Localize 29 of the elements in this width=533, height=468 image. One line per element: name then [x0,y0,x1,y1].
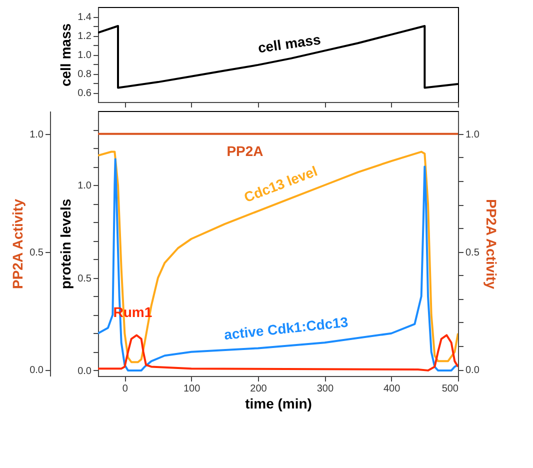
x-tick-label: 200 [250,384,268,394]
y3-tick-label: 0.5 [30,247,44,258]
y2-axis-title: PP2A Activity [483,199,500,290]
y-tick-label: 0.5 [78,273,92,284]
y-axis-title: protein levels [58,198,74,290]
y-tick-label: 0.0 [78,366,92,377]
y3-tick-label: 0.0 [30,365,44,376]
x-tick-label: 500 [442,384,459,394]
y-tick-label: 1.4 [78,12,92,23]
y-tick-label: 0.6 [78,88,92,99]
y3-tick-label: 1.0 [30,129,44,140]
y2-tick-label: 0.0 [466,365,480,376]
series-label: PP2A [226,142,264,159]
y-tick-label: 0.8 [78,69,92,80]
y3-axis-title: PP2A Activity [10,198,26,289]
y2-tick-label: 1.0 [466,129,480,140]
y-tick-label: 1.0 [78,50,92,61]
x-tick-label: 400 [383,384,401,394]
y-axis-title: cell mass [58,23,74,87]
x-tick-label: 0 [122,384,128,394]
y2-tick-label: 0.5 [466,247,480,258]
x-tick-label: 100 [183,384,201,394]
y-tick-label: 1.2 [78,31,92,42]
text: cell mass [256,31,322,56]
text: Cdc13 level [242,162,320,206]
x-axis-title: time (min) [245,396,312,412]
y-tick-label: 1.0 [78,180,92,192]
x-tick-label: 300 [316,384,334,394]
text: active Cdk1:Cdc13 [223,314,350,343]
